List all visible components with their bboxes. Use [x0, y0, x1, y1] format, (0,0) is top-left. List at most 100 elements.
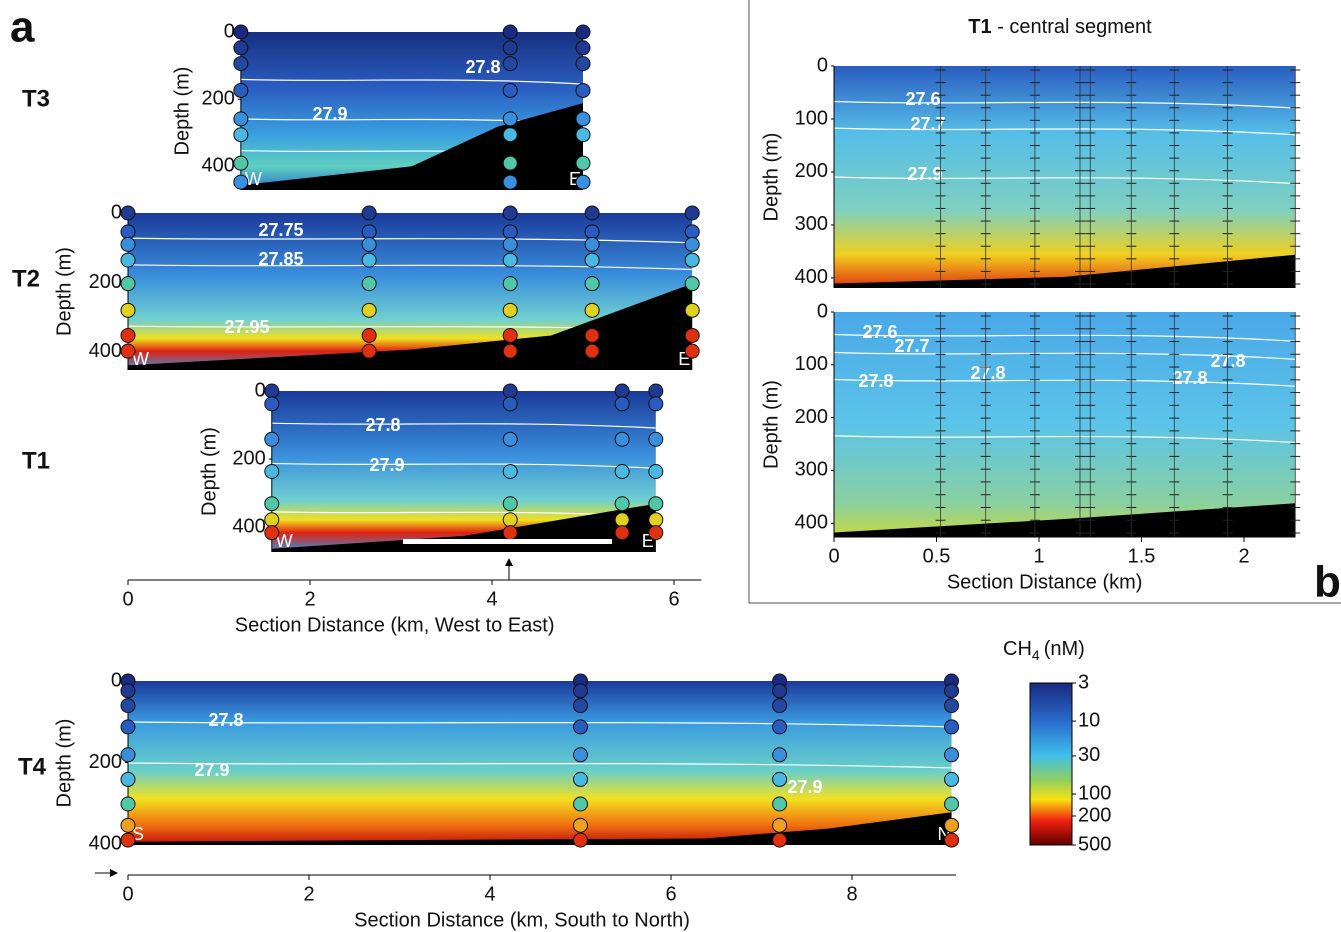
sample [120, 719, 136, 735]
isopycnal [127, 762, 952, 769]
y-tick-label: 400 [232, 515, 265, 537]
x-tick-label: 0 [828, 545, 839, 567]
panel-label: a [10, 3, 35, 52]
sample [361, 252, 377, 268]
sample [233, 111, 249, 127]
y-axis-label: Depth (m) [760, 380, 782, 469]
x-tick-label: 6 [668, 588, 679, 610]
sample [575, 174, 591, 190]
y-tick-label: 100 [795, 353, 828, 375]
x-axis-title: Section Distance (km, South to North) [354, 909, 690, 931]
sample [502, 127, 518, 143]
y-tick-label: 200 [201, 88, 234, 110]
sample [684, 327, 700, 343]
isopycnal [833, 100, 1296, 109]
y-tick-label: 200 [795, 406, 828, 428]
arrow-head [110, 869, 118, 877]
sample [684, 276, 700, 292]
y-axis-label: Depth (m) [171, 67, 193, 156]
sample [361, 205, 377, 221]
y-tick-label: 0 [817, 54, 828, 76]
sample [684, 302, 700, 318]
contour-label: 27.8 [208, 710, 243, 730]
contour-label: 27.9 [369, 455, 404, 475]
panel-title: T1 - central segment [968, 16, 1152, 38]
sample [502, 236, 518, 252]
panel-label: b [1314, 558, 1341, 607]
x-tick-label: 1.5 [1128, 545, 1156, 567]
sample [120, 236, 136, 252]
sample [120, 276, 136, 292]
sample [614, 496, 630, 512]
cb-tick-label: 30 [1078, 744, 1100, 766]
end-label: W [132, 349, 149, 369]
y-tick-label: 300 [795, 459, 828, 481]
sample [772, 683, 788, 699]
sample [573, 832, 588, 848]
contour-label: 27.75 [258, 220, 303, 240]
station [120, 205, 136, 359]
station [502, 205, 518, 359]
sample [502, 111, 518, 127]
station [361, 205, 377, 359]
y-axis-label: Depth (m) [53, 247, 75, 336]
sample [120, 327, 136, 343]
sample [361, 224, 377, 240]
isopycnal [271, 422, 656, 429]
y-tick-label: 100 [795, 107, 828, 129]
x-axis-title: Section Distance (km, West to East) [235, 614, 555, 636]
section-field [834, 66, 1296, 288]
sample [120, 343, 136, 359]
sample [502, 24, 518, 40]
sample [502, 512, 518, 528]
sample [614, 464, 630, 479]
station [502, 383, 518, 541]
sample [502, 276, 518, 292]
sample [120, 302, 136, 318]
sample [584, 236, 600, 252]
sample [502, 224, 518, 240]
cb-unit: (nM) [1044, 638, 1085, 660]
x-tick-label: 4 [484, 883, 495, 905]
sample [584, 343, 600, 359]
sample [575, 155, 591, 171]
cb-tick-label: 200 [1078, 804, 1111, 826]
seafloor [834, 254, 1296, 288]
sample [120, 698, 136, 714]
sample [573, 771, 588, 787]
y-tick-label: 400 [89, 832, 122, 854]
sample [502, 383, 518, 399]
y-tick-label: 0 [111, 669, 122, 691]
sample [575, 127, 591, 143]
sample [233, 155, 249, 171]
sample [944, 683, 960, 699]
sample [648, 396, 664, 412]
sample [648, 525, 664, 541]
isopycnal [833, 378, 1296, 387]
sample [573, 719, 588, 735]
sample [120, 771, 136, 787]
end-label: W [245, 169, 262, 189]
sample [772, 817, 788, 833]
sample [648, 512, 664, 528]
sample [944, 796, 960, 812]
sample [264, 431, 280, 447]
sample [944, 698, 960, 714]
sample [120, 747, 136, 763]
sample [584, 205, 600, 221]
sample [233, 24, 249, 40]
isopycnal [833, 127, 1296, 136]
sample [264, 512, 280, 528]
sample [614, 396, 630, 412]
sample [772, 796, 788, 812]
y-tick-label: 200 [89, 271, 122, 293]
sample [648, 431, 664, 447]
title-bold: T1 [968, 16, 991, 38]
seafloor [128, 283, 693, 370]
station [944, 673, 960, 848]
y-tick-label: 400 [795, 266, 828, 288]
station [772, 673, 788, 848]
isopycnal [833, 351, 1296, 360]
y-tick-label: 400 [89, 340, 122, 362]
station [648, 383, 664, 541]
